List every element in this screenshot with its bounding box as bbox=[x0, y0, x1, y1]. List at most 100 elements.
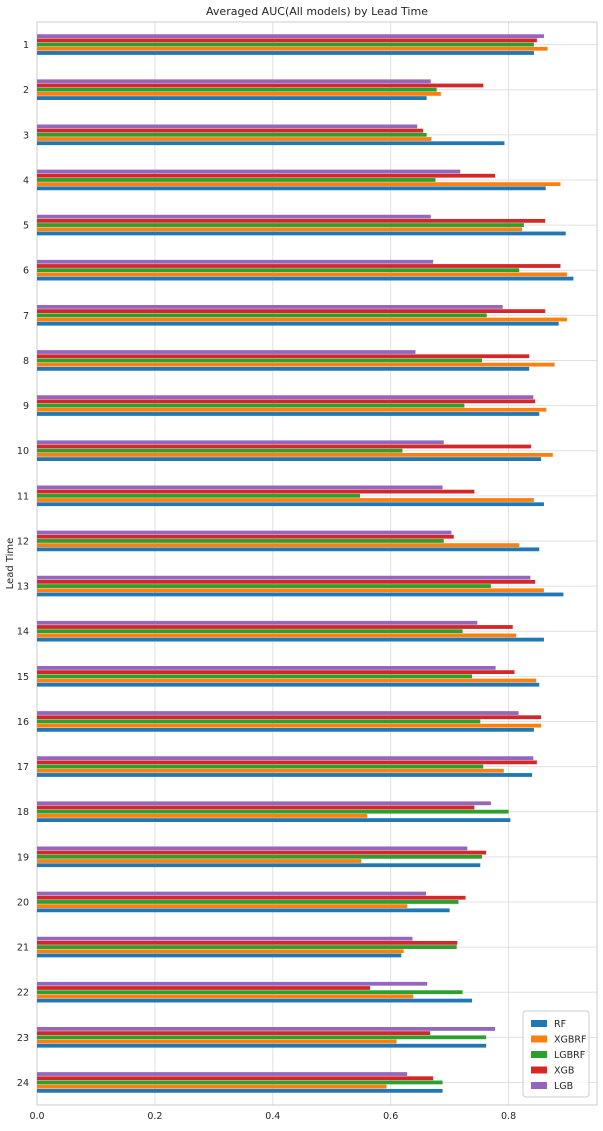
y-tick-label-18: 18 bbox=[17, 807, 29, 818]
y-tick-label-24: 24 bbox=[17, 1078, 29, 1089]
bar-lgb-12 bbox=[37, 530, 452, 535]
bars-layer bbox=[37, 34, 574, 1093]
legend-label-lgbrf: LGBRF bbox=[554, 1050, 585, 1061]
bar-xgb-16 bbox=[37, 715, 541, 720]
y-tick-label-13: 13 bbox=[17, 582, 29, 593]
bar-xgbrf-15 bbox=[37, 678, 537, 683]
x-tick-label: 0.2 bbox=[147, 1111, 162, 1122]
bar-xgbrf-16 bbox=[37, 723, 541, 728]
bar-xgb-19 bbox=[37, 850, 487, 855]
bar-lgb-1 bbox=[37, 34, 544, 39]
bar-lgbrf-3 bbox=[37, 132, 427, 137]
bar-rf-4 bbox=[37, 186, 546, 191]
bar-lgb-3 bbox=[37, 124, 418, 129]
bar-rf-16 bbox=[37, 727, 534, 732]
bar-rf-18 bbox=[37, 818, 511, 822]
bar-xgbrf-2 bbox=[37, 91, 441, 96]
bar-lgb-2 bbox=[37, 79, 431, 84]
bar-xgb-9 bbox=[37, 399, 536, 404]
y-tick-label-21: 21 bbox=[17, 943, 29, 954]
bar-xgb-4 bbox=[37, 173, 496, 178]
bar-xgb-12 bbox=[37, 534, 454, 539]
bar-rf-11 bbox=[37, 502, 544, 507]
bar-rf-5 bbox=[37, 231, 566, 236]
bar-xgb-7 bbox=[37, 309, 546, 314]
bar-lgb-15 bbox=[37, 666, 496, 670]
bar-lgb-24 bbox=[37, 1072, 408, 1076]
bar-xgb-14 bbox=[37, 625, 513, 629]
bar-lgbrf-6 bbox=[37, 268, 520, 273]
x-tick-label: 0.0 bbox=[29, 1111, 44, 1122]
bar-rf-3 bbox=[37, 141, 505, 146]
y-tick-label-4: 4 bbox=[23, 175, 29, 186]
legend-label-lgb: LGB bbox=[554, 1081, 573, 1092]
bar-lgbrf-5 bbox=[37, 223, 524, 227]
bar-lgb-7 bbox=[37, 305, 503, 309]
bar-lgbrf-16 bbox=[37, 719, 481, 724]
legend-label-xgbrf: XGBRF bbox=[554, 1035, 586, 1046]
y-tick-label-14: 14 bbox=[17, 627, 29, 638]
bar-lgbrf-21 bbox=[37, 945, 457, 949]
bar-lgb-17 bbox=[37, 756, 534, 761]
bar-lgb-16 bbox=[37, 711, 519, 715]
y-tick-label-16: 16 bbox=[17, 717, 29, 728]
bar-lgb-22 bbox=[37, 981, 428, 986]
bar-lgb-20 bbox=[37, 891, 427, 896]
plot-frame bbox=[36, 21, 598, 1106]
bar-lgbrf-8 bbox=[37, 358, 483, 363]
chart-title: Averaged AUC(All models) by Lead Time bbox=[206, 5, 428, 18]
bar-xgb-21 bbox=[37, 940, 458, 945]
legend-swatch-lgb bbox=[531, 1082, 547, 1089]
bar-rf-19 bbox=[37, 863, 481, 868]
bar-xgb-17 bbox=[37, 760, 537, 765]
bar-xgbrf-21 bbox=[37, 949, 404, 954]
bar-lgb-5 bbox=[37, 214, 431, 219]
bar-lgbrf-7 bbox=[37, 313, 487, 318]
y-axis-label: Lead Time bbox=[5, 538, 16, 590]
bar-xgb-1 bbox=[37, 38, 537, 43]
legend-box bbox=[522, 1010, 590, 1098]
legend-label-rf: RF bbox=[554, 1019, 566, 1030]
x-tick-label: 0.8 bbox=[501, 1111, 516, 1122]
bar-xgbrf-17 bbox=[37, 768, 504, 773]
bar-xgb-2 bbox=[37, 83, 484, 88]
bar-lgbrf-24 bbox=[37, 1080, 443, 1085]
bar-lgbrf-9 bbox=[37, 403, 465, 408]
y-tick-label-7: 7 bbox=[23, 311, 29, 322]
bar-rf-20 bbox=[37, 908, 450, 913]
bar-lgb-6 bbox=[37, 259, 434, 264]
bar-lgb-13 bbox=[37, 575, 531, 580]
bar-rf-6 bbox=[37, 276, 574, 281]
bar-xgbrf-10 bbox=[37, 452, 553, 457]
bar-rf-21 bbox=[37, 953, 402, 958]
legend-swatch-rf bbox=[531, 1020, 547, 1027]
bar-lgb-23 bbox=[37, 1027, 496, 1031]
bar-lgbrf-14 bbox=[37, 629, 463, 634]
bar-lgb-11 bbox=[37, 485, 443, 490]
bar-xgb-24 bbox=[37, 1076, 434, 1081]
bar-lgb-19 bbox=[37, 846, 468, 851]
bar-xgbrf-13 bbox=[37, 588, 544, 593]
bar-xgb-3 bbox=[37, 128, 424, 133]
bar-lgbrf-1 bbox=[37, 42, 534, 47]
bar-xgb-20 bbox=[37, 895, 466, 900]
bar-lgbrf-11 bbox=[37, 493, 361, 498]
bar-lgbrf-2 bbox=[37, 87, 437, 92]
bar-xgbrf-22 bbox=[37, 994, 414, 999]
y-tick-label-20: 20 bbox=[17, 897, 29, 908]
bar-xgbrf-19 bbox=[37, 859, 362, 863]
bar-rf-24 bbox=[37, 1088, 443, 1093]
bar-rf-10 bbox=[37, 457, 541, 461]
bar-lgb-21 bbox=[37, 936, 413, 941]
bar-rf-13 bbox=[37, 592, 564, 597]
y-tick-label-11: 11 bbox=[17, 491, 29, 502]
legend: RF XGBRF LGBRF XGB LGB bbox=[522, 1010, 590, 1098]
bar-xgb-11 bbox=[37, 489, 475, 494]
bar-lgbrf-10 bbox=[37, 448, 403, 453]
bar-xgb-15 bbox=[37, 670, 515, 675]
bar-rf-12 bbox=[37, 547, 540, 552]
bar-xgb-23 bbox=[37, 1031, 431, 1036]
bar-lgb-9 bbox=[37, 395, 534, 400]
y-tick-label-15: 15 bbox=[17, 672, 29, 683]
